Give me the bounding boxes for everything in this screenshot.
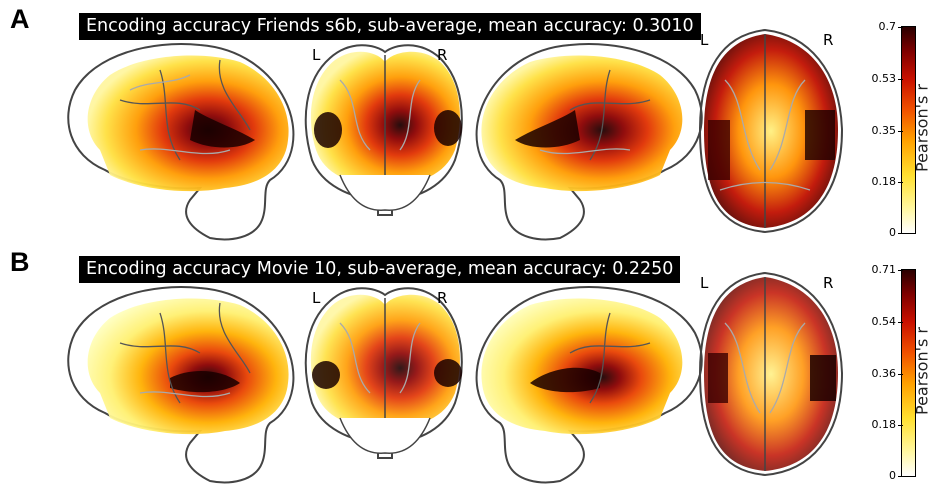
brain-views: L R L R [67, 28, 844, 241]
hemi-label-left: L [312, 289, 321, 307]
axial-label-right: R [823, 31, 833, 49]
colorbar-tick: 0 [862, 226, 903, 239]
panel-letter: A [10, 4, 30, 34]
axial-label-left: L [700, 274, 709, 292]
panel-title: Encoding accuracy Movie 10, sub-average,… [79, 256, 681, 283]
colorbar [901, 269, 916, 477]
brain-glass-lateral-right-icon [475, 286, 703, 484]
axial-label-left: L [700, 31, 709, 49]
brain-glass-coronal-icon: L R [304, 287, 463, 459]
colorbar-tick: 0 [862, 469, 903, 482]
brain-glass-lateral-right-icon [475, 43, 703, 241]
brain-glass-axial-icon: L R [698, 271, 844, 477]
colorbar-tick: 0.18 [862, 175, 903, 188]
brain-glass-axial-icon: L R [698, 28, 844, 234]
colorbar-tick: 0.53 [862, 72, 903, 85]
colorbar-tick: 0.71 [862, 263, 903, 276]
brain-glass-lateral-left-icon [67, 43, 295, 241]
colorbar-tick: 0.7 [862, 20, 903, 33]
colorbar-tick: 0.18 [862, 418, 903, 431]
hemi-label-right: R [437, 289, 447, 307]
colorbar-tick: 0.54 [862, 315, 903, 328]
panel-title: Encoding accuracy Friends s6b, sub-avera… [79, 13, 701, 40]
panel-a: A Encoding accuracy Friends s6b, sub-ave… [0, 0, 948, 242]
brain-views: L R L R [67, 271, 844, 484]
colorbar [901, 26, 916, 234]
colorbar-label: Pearson's r [912, 327, 932, 415]
hemi-label-left: L [312, 46, 321, 64]
brain-glass-lateral-left-icon [67, 286, 295, 484]
colorbar-tick: 0.36 [862, 367, 903, 380]
colorbar-tick: 0.35 [862, 124, 903, 137]
hemi-label-right: R [437, 46, 447, 64]
brain-glass-coronal-icon: L R [304, 44, 463, 216]
colorbar-label: Pearson's r [912, 84, 932, 172]
panel-letter: B [10, 247, 30, 277]
panel-b: B Encoding accuracy Movie 10, sub-averag… [0, 243, 948, 485]
axial-label-right: R [823, 274, 833, 292]
